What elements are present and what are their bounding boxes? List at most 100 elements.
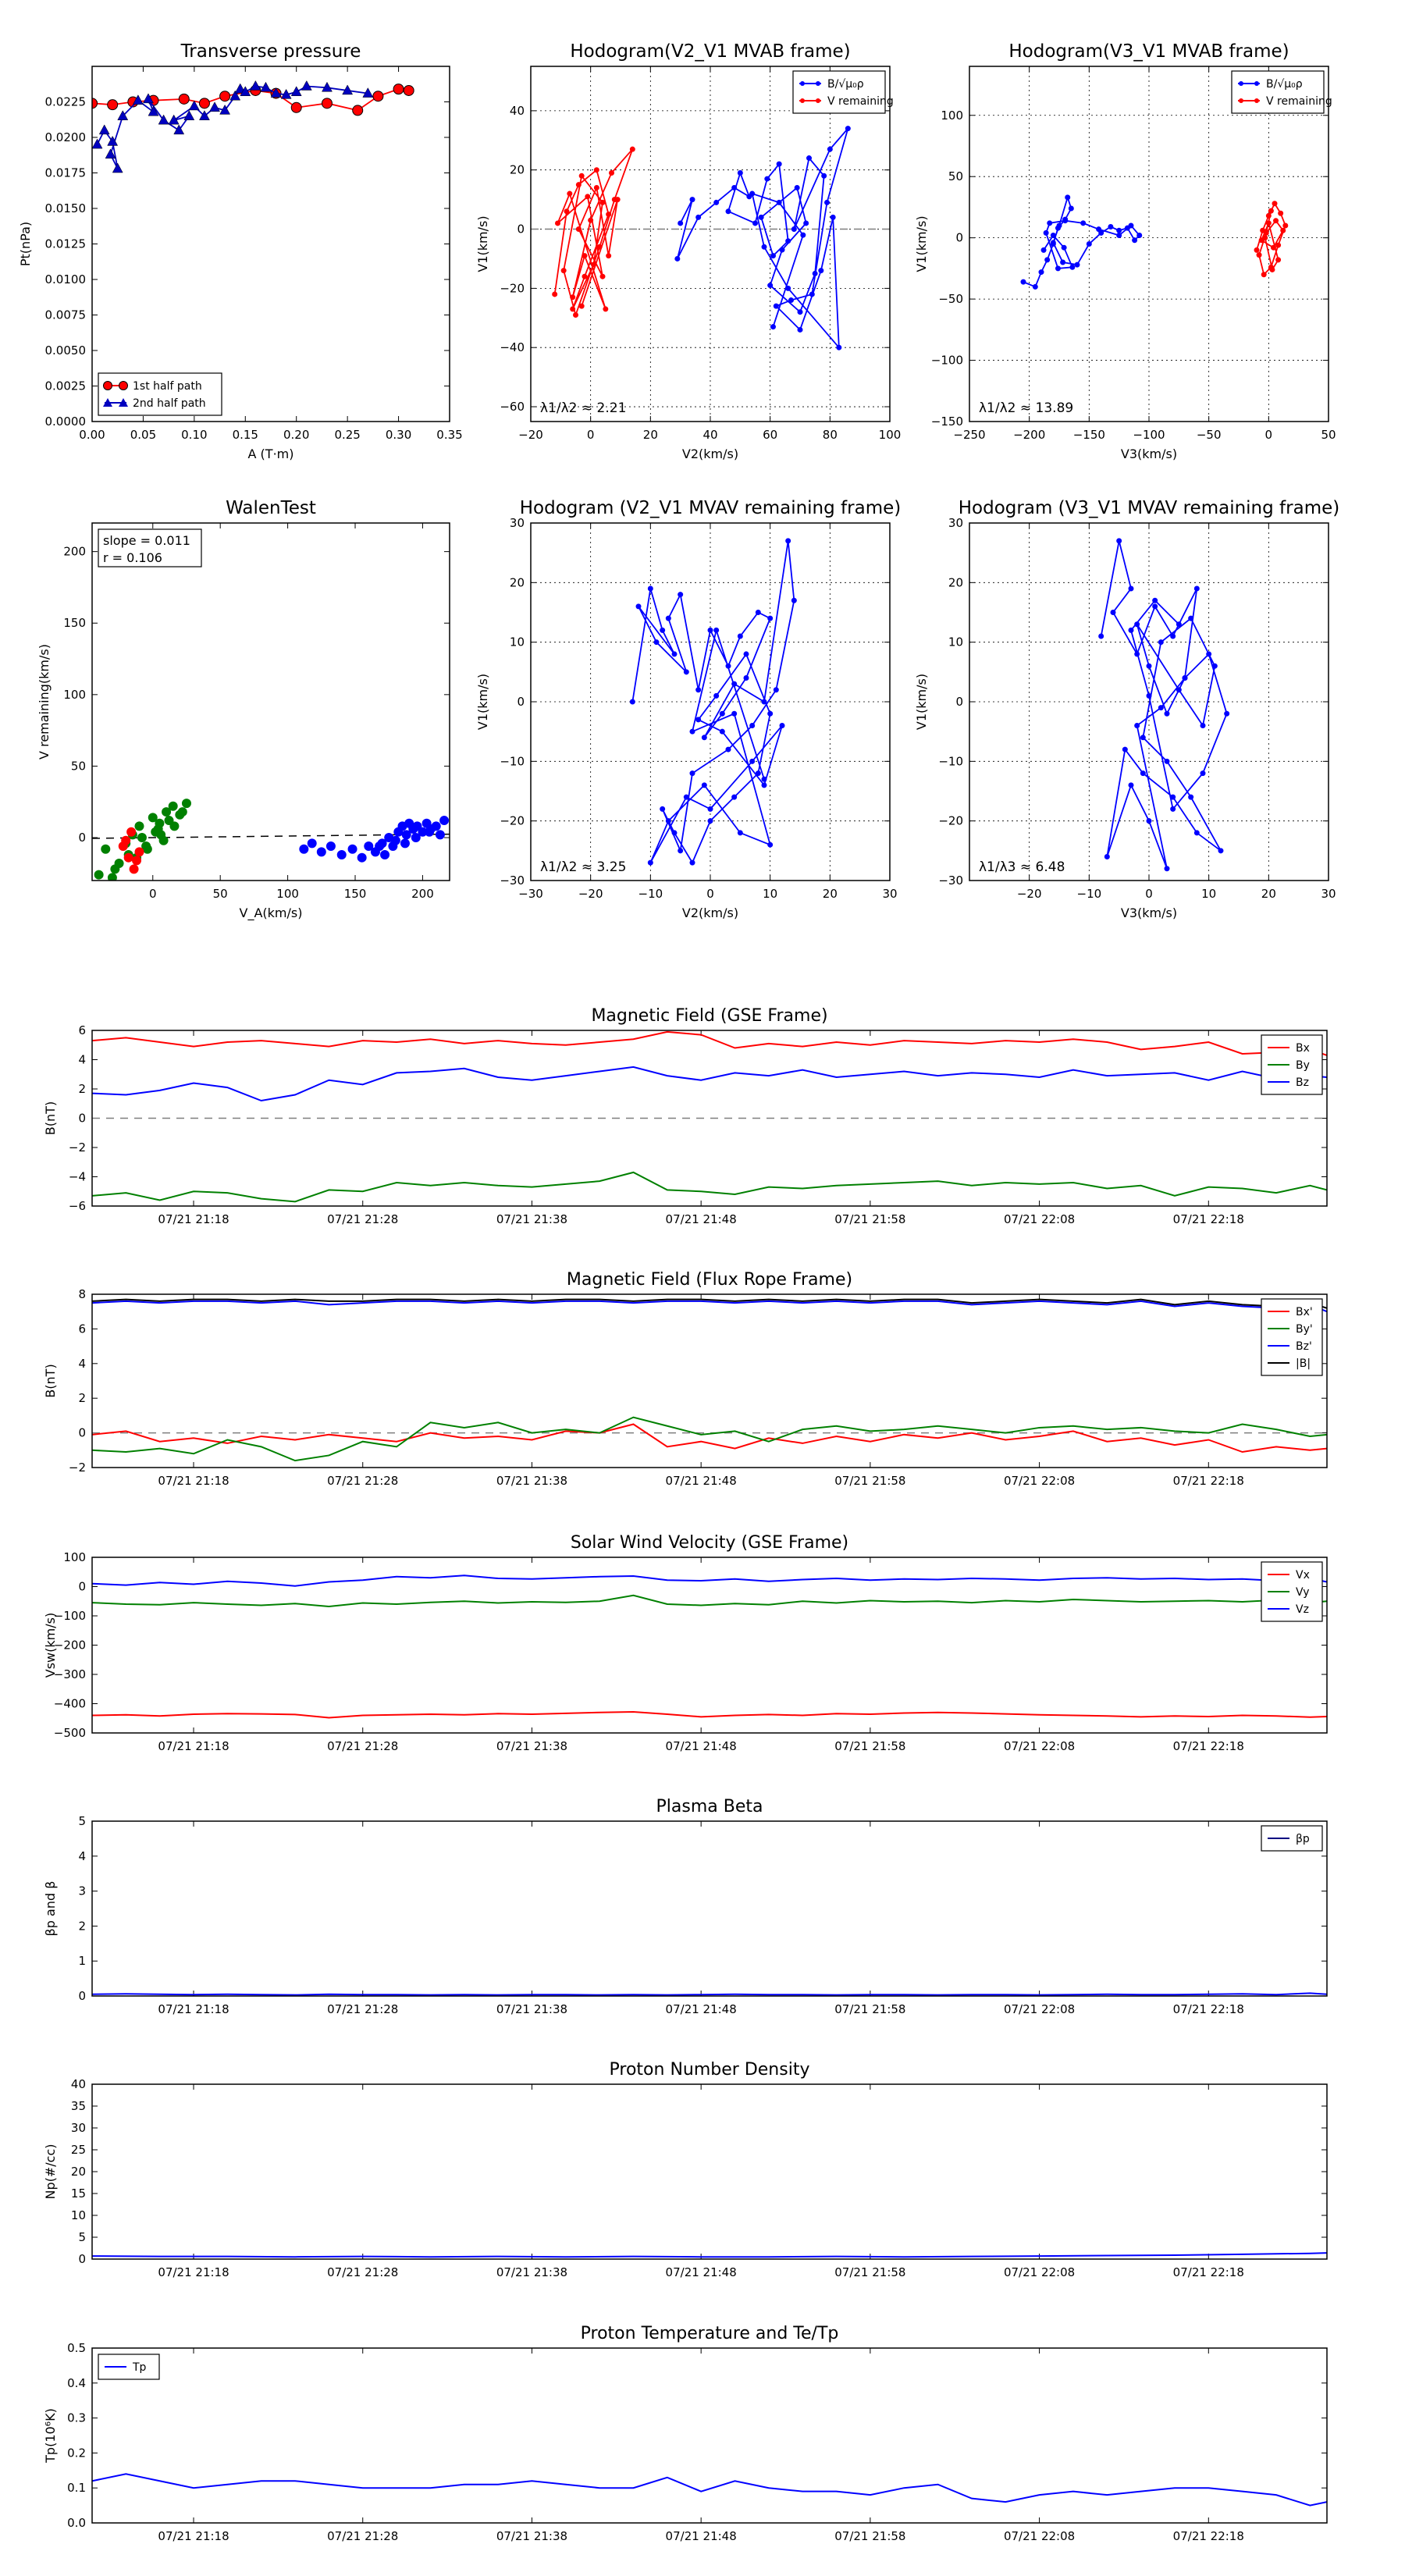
data-point-series [1122,746,1128,753]
data-point-series [1211,663,1218,669]
x-axis-label: A (T·m) [248,447,294,461]
legend-label: Bz [1296,1076,1309,1089]
panel-walen: 0 50 100 150 200 0 50 100 150 200 WalenTest V_A(km/… [37,498,450,921]
y-tick-label: 4 [78,1357,86,1371]
data-point-2nd-half-path [132,94,144,105]
data-point-b [1116,227,1122,233]
x-tick-label: 0 [1265,428,1273,442]
data-point-series [713,627,720,633]
data-point-b [821,173,827,179]
legend-label: βp [1296,1833,1310,1845]
data-point-v-remaining [1256,252,1262,258]
y-tick-label: −2 [69,1140,86,1155]
data-point-series [107,873,117,881]
legend-label: Bx' [1296,1306,1313,1318]
y-tick-label: 30 [948,516,963,530]
data-point-series [1193,585,1200,592]
data-point-b [1043,229,1049,236]
data-point-v-remaining [599,199,606,205]
data-point-v-remaining [573,312,578,318]
legend-label: Vy [1296,1586,1310,1599]
y-tick-label: 20 [71,2165,86,2179]
data-point-b [767,283,774,289]
panel-h1: −20 0 20 40 60 80 100 −60 −40 −20 0 20 40 Hodogram(V2… [475,41,901,461]
legend-label: B/√μ₀ρ [1266,78,1303,91]
legend-marker [119,398,128,407]
y-tick-label: −20 [938,814,963,828]
data-point-series [701,735,707,741]
panel-np: 07/21 21:18 07/21 21:28 07/21 21:38 07/21 2… [43,2060,1328,2279]
data-point-b [788,297,794,304]
y-axis-label: B(nT) [43,1101,58,1135]
data-point-v-remaining [1270,244,1276,251]
y-tick-label: 15 [71,2186,86,2201]
axes-frame [91,522,450,881]
legend-label: 2nd half path [133,397,206,410]
data-point-series [671,651,678,657]
data-point-series [364,841,374,852]
data-point-series [731,794,738,800]
y-tick-label: 0 [517,222,525,237]
data-point-v-remaining [567,190,573,197]
panel-tpt: 07/21 21:18 07/21 21:28 07/21 21:38 07/21 2… [43,2324,1328,2543]
data-point-1st-half-path [372,91,384,102]
series-line-series [1100,540,1228,870]
y-tick-label: −20 [500,814,525,828]
legend-label: By' [1296,1323,1313,1336]
data-point-2nd-half-path [362,87,374,98]
data-point-series [660,806,666,812]
data-point-series [1170,633,1176,639]
data-point-b [806,155,812,162]
x-tick-label: 07/21 21:58 [834,2529,905,2543]
y-tick-label: 8 [78,1287,86,1301]
legend-marker [800,98,805,103]
y-tick-label: 10 [71,2208,86,2222]
x-tick-label: 07/21 21:38 [496,1474,567,1488]
data-point-b [1065,194,1071,201]
data-point-series [725,746,731,753]
data-point-series [767,710,774,717]
data-point-b [689,197,695,203]
y-axis-label: V1(km/s) [475,215,490,272]
panel-title: Transverse pressure [180,41,361,62]
axes-frame [91,66,450,422]
x-tick-label: 07/21 21:58 [834,1739,905,1753]
legend-label: B/√μ₀ρ [827,78,864,91]
data-point-series [137,833,147,843]
plot-area [92,799,450,881]
data-point-v-remaining [1263,229,1269,236]
data-point-series [755,770,761,777]
data-point-2nd-half-path [183,110,195,120]
data-point-v-remaining [1254,247,1260,253]
data-point-series [683,794,689,800]
data-point-series [439,816,450,826]
data-point-v-remaining [606,212,612,218]
data-point-b [803,220,809,226]
data-point-v-remaining [1275,257,1282,263]
panel-title: Hodogram (V2_V1 MVAV remaining frame) [520,498,901,518]
y-tick-label: 10 [510,635,525,649]
y-tick-label: 0 [517,695,525,709]
x-tick-label: −10 [1077,887,1102,901]
x-tick-label: 0 [587,428,595,442]
axes-frame [91,1820,1328,1997]
x-tick-label: 07/21 21:48 [666,1474,737,1488]
x-tick-label: −50 [1197,428,1222,442]
data-point-series [761,782,767,788]
y-tick-label: 0.0200 [45,130,87,144]
panel-bgse: 07/21 21:18 07/21 21:28 07/21 21:38 07/21 2… [43,1006,1328,1226]
data-point-series [767,615,774,621]
data-point-2nd-half-path [290,86,302,97]
data-point-b [1108,224,1114,230]
data-point-series [336,850,347,860]
data-point-v-remaining [564,208,570,215]
plot-area [1098,538,1230,872]
y-tick-label: 0.1 [67,2481,86,2495]
y-tick-label: −10 [500,754,525,768]
data-point-b [674,255,681,262]
data-point-series [1128,627,1134,633]
y-tick-label: 0.0150 [45,201,87,215]
y-tick-label: 6 [78,1322,86,1336]
data-point-2nd-half-path [322,81,333,92]
data-point-2nd-half-path [143,93,154,104]
